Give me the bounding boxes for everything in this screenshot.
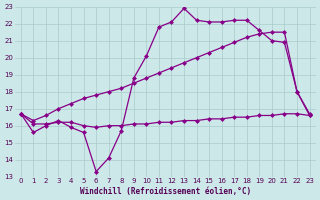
X-axis label: Windchill (Refroidissement éolien,°C): Windchill (Refroidissement éolien,°C) [80, 187, 251, 196]
